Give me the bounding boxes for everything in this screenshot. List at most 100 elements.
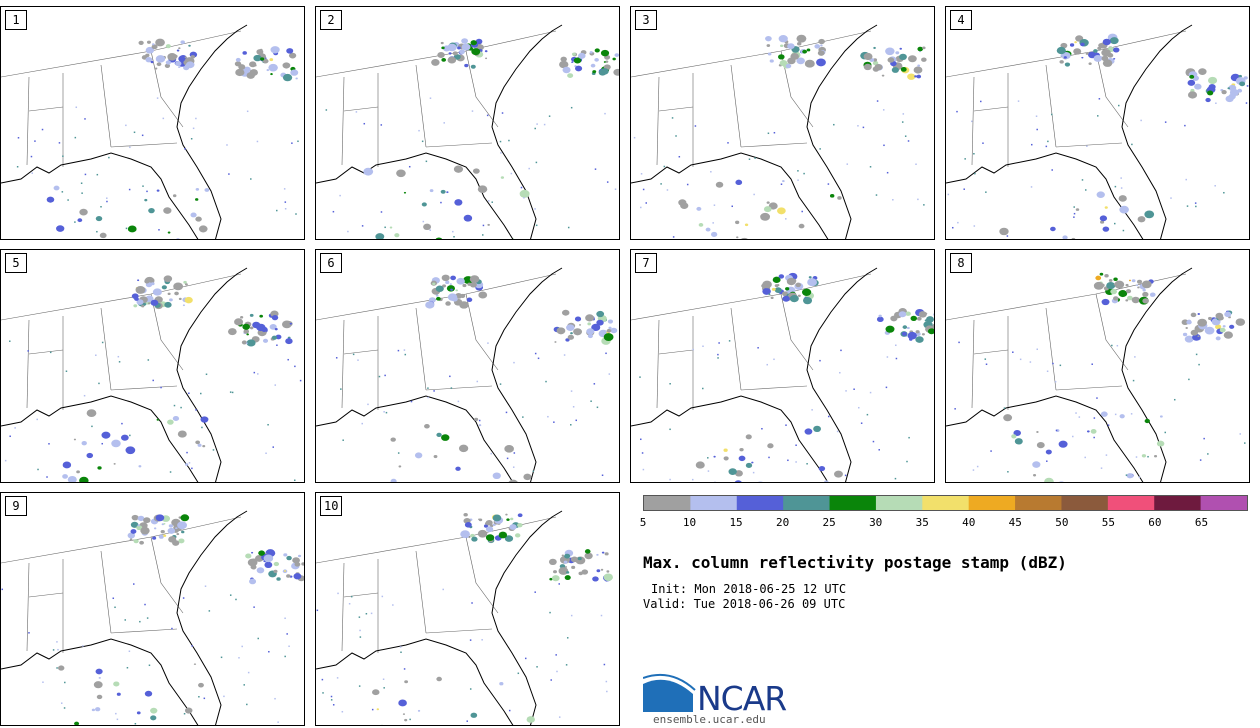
reflectivity-speck <box>453 236 455 238</box>
reflectivity-cell <box>921 57 927 62</box>
reflectivity-cell <box>297 554 302 558</box>
reflectivity-speck <box>146 190 148 193</box>
reflectivity-cell <box>46 196 55 203</box>
reflectivity-speck <box>535 161 538 164</box>
reflectivity-cell <box>573 328 583 336</box>
reflectivity-cell <box>450 275 456 281</box>
reflectivity-cell <box>445 301 451 306</box>
reflectivity-speck <box>520 186 523 189</box>
reflectivity-cell <box>1101 55 1109 62</box>
reflectivity-speck <box>608 373 611 375</box>
reflectivity-speck <box>1 588 4 591</box>
reflectivity-speck <box>114 606 116 609</box>
reflectivity-speck <box>469 639 472 641</box>
reflectivity-cell <box>165 44 171 49</box>
reflectivity-speck <box>972 469 975 471</box>
reflectivity-speck <box>62 155 64 157</box>
reflectivity-cell <box>390 478 397 482</box>
reflectivity-speck <box>1214 185 1216 187</box>
reflectivity-cell <box>167 419 174 425</box>
reflectivity-cell <box>505 513 508 516</box>
reflectivity-speck <box>869 391 872 394</box>
reflectivity-speck <box>427 396 429 399</box>
reflectivity-cell <box>1113 57 1116 60</box>
reflectivity-cell <box>235 68 245 77</box>
reflectivity-speck <box>42 681 44 683</box>
reflectivity-cell <box>1119 205 1129 214</box>
reflectivity-speck <box>9 435 11 438</box>
reflectivity-cell <box>181 530 185 534</box>
reflectivity-speck <box>523 197 525 199</box>
reflectivity-speck <box>284 655 286 658</box>
reflectivity-cell <box>56 225 65 232</box>
reflectivity-speck <box>60 702 63 704</box>
reflectivity-speck <box>184 148 186 150</box>
reflectivity-speck <box>1140 119 1142 122</box>
reflectivity-speck <box>605 352 607 355</box>
reflectivity-speck <box>671 117 674 119</box>
reflectivity-cell <box>926 316 934 323</box>
reflectivity-speck <box>226 144 228 146</box>
colorbar-segment <box>783 496 831 510</box>
reflectivity-cell <box>273 561 280 567</box>
reflectivity-speck <box>795 461 797 463</box>
reflectivity-cell <box>1118 195 1127 202</box>
reflectivity-cell <box>251 551 254 554</box>
state-border <box>1 273 242 321</box>
reflectivity-cell <box>447 293 458 301</box>
reflectivity-cell <box>457 46 461 50</box>
reflectivity-speck <box>872 440 875 443</box>
reflectivity-cell <box>739 447 744 452</box>
reflectivity-speck <box>907 140 910 142</box>
reflectivity-cell <box>463 512 468 517</box>
reflectivity-cell <box>227 328 237 336</box>
reflectivity-speck <box>141 134 144 137</box>
reflectivity-cell <box>254 64 257 67</box>
reflectivity-cell <box>785 287 790 291</box>
reflectivity-cell <box>148 207 155 214</box>
reflectivity-speck <box>973 153 975 155</box>
reflectivity-cell <box>765 35 772 42</box>
state-border <box>730 307 742 391</box>
reflectivity-cell <box>1081 56 1084 59</box>
reflectivity-cell <box>1208 84 1216 90</box>
reflectivity-speck <box>801 210 803 213</box>
reflectivity-speck <box>1114 413 1117 416</box>
reflectivity-cell <box>504 444 514 453</box>
reflectivity-cell <box>154 67 158 70</box>
reflectivity-cell <box>459 49 465 55</box>
reflectivity-speck <box>886 171 889 174</box>
reflectivity-speck <box>180 406 182 409</box>
reflectivity-speck <box>476 380 479 383</box>
reflectivity-cell <box>504 535 514 542</box>
reflectivity-cell <box>127 225 137 233</box>
reflectivity-speck <box>1195 205 1197 208</box>
reflectivity-cell <box>594 48 600 53</box>
reflectivity-speck <box>1017 100 1020 102</box>
reflectivity-cell <box>469 282 477 288</box>
reflectivity-cell <box>1128 279 1131 282</box>
reflectivity-cell <box>778 54 785 60</box>
reflectivity-speck <box>57 648 59 651</box>
reflectivity-cell <box>890 315 898 322</box>
reflectivity-cell <box>876 316 884 323</box>
reflectivity-speck <box>118 361 121 363</box>
reflectivity-speck <box>286 633 288 635</box>
reflectivity-speck <box>1122 229 1125 232</box>
reflectivity-speck <box>553 421 555 423</box>
reflectivity-cell <box>121 434 129 441</box>
reflectivity-speck <box>400 651 402 654</box>
reflectivity-speck <box>64 681 66 684</box>
coastline <box>631 24 878 239</box>
reflectivity-speck <box>1223 191 1225 194</box>
reflectivity-cell <box>601 551 605 554</box>
reflectivity-speck <box>427 387 429 389</box>
reflectivity-cell <box>917 46 923 52</box>
reflectivity-speck <box>558 583 560 585</box>
reflectivity-speck <box>575 419 577 422</box>
reflectivity-cell <box>1069 43 1075 47</box>
reflectivity-cell <box>1088 62 1092 65</box>
reflectivity-cell <box>466 297 473 303</box>
reflectivity-cell <box>188 44 191 47</box>
reflectivity-speck <box>669 478 671 481</box>
